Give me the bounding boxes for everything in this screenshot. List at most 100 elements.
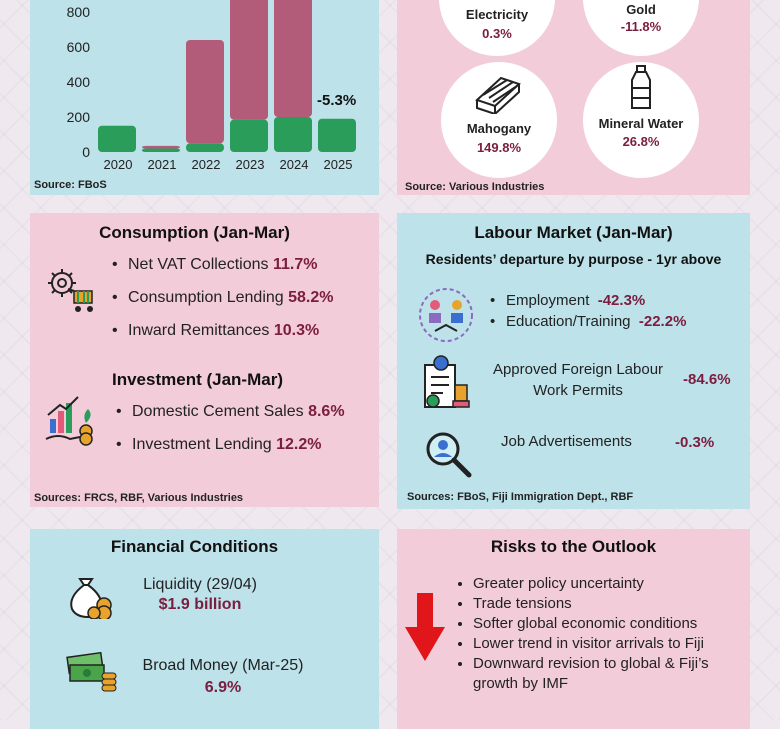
item-value: -22.2%: [638, 313, 687, 330]
work-permit-icon: [424, 355, 470, 408]
x-tick-label: 2021: [147, 157, 177, 172]
jobs-label: Job Advertisements: [501, 433, 632, 450]
risk-item: Softer global economic conditions: [473, 614, 709, 634]
x-tick-label: 2024: [279, 157, 309, 172]
financial-title: Financial Conditions: [110, 537, 279, 556]
industries-panel: Electricity 0.3% Gold -11.8% Mahogany 14…: [397, 0, 750, 195]
list-item: • Net VAT Collections 11.7%: [112, 256, 318, 273]
bar-segment-upper: [274, 0, 312, 117]
broad-money-value: 6.9%: [204, 679, 242, 696]
industry-value: 0.3%: [482, 26, 512, 41]
consumption-panel: Consumption (Jan-Mar) • Net VAT Collectio…: [30, 213, 379, 507]
water-bottle-icon: [631, 65, 651, 109]
y-tick-label: 0: [82, 144, 90, 160]
bar-segment-lower: [98, 125, 136, 152]
list-item: • Inward Remittances 10.3%: [112, 322, 320, 339]
risk-item-text: Downward revision to global & Fiji’s: [473, 655, 709, 672]
liquidity-value: $1.9 billion: [158, 596, 242, 613]
bar-chart: [98, 0, 356, 152]
y-tick-label: 200: [66, 109, 90, 125]
risk-item: Downward revision to global & Fiji’s grow…: [473, 654, 709, 694]
x-tick-label: 2025: [323, 157, 353, 172]
item-label: Domestic Cement Sales: [132, 403, 304, 420]
money-bag-icon: [70, 578, 112, 619]
industry-mineral-water: Mineral Water 26.8%: [583, 62, 699, 178]
list-item: • Education/Training -22.2%: [490, 313, 687, 330]
chart-source: Source: FBoS: [34, 179, 107, 191]
x-tick-label: 2023: [235, 157, 265, 172]
bar-segment-upper: [230, 0, 268, 120]
permits-line1: Approved Foreign Labour: [492, 361, 664, 378]
jobs-value: -0.3%: [675, 434, 715, 451]
x-tick-label: 2022: [191, 157, 221, 172]
bar-segment-upper: [186, 40, 224, 144]
y-tick-label: 400: [66, 74, 90, 90]
permits-line2: Work Permits: [533, 382, 623, 399]
financial-panel: Financial Conditions Liquidity (29/04) $…: [30, 529, 379, 729]
item-value: 10.3%: [273, 322, 320, 339]
industry-mahogany: Mahogany 149.8%: [441, 62, 557, 178]
risk-item: Lower trend in visitor arrivals to Fiji: [473, 634, 709, 654]
cash-stack-icon: [66, 651, 117, 692]
broad-money: Broad Money (Mar-25) 6.9%: [128, 657, 318, 697]
item-value: 58.2%: [288, 289, 334, 306]
item-label: Investment Lending: [132, 436, 272, 453]
bar-segment-lower: [186, 143, 224, 152]
industries-source: Source: Various Industries: [405, 181, 545, 193]
people-purpose-icon: [419, 288, 473, 342]
risk-item: Greater policy uncertainty: [473, 574, 709, 594]
investment-growth-icon: [45, 396, 93, 446]
item-label: Inward Remittances: [128, 322, 270, 339]
industry-value: -11.8%: [620, 19, 662, 34]
item-value: 8.6%: [308, 403, 345, 420]
liquidity: Liquidity (29/04) $1.9 billion: [120, 576, 280, 614]
list-item: • Domestic Cement Sales 8.6%: [116, 403, 345, 420]
liquidity-label: Liquidity (29/04): [143, 576, 257, 593]
labour-source: Sources: FBoS, Fiji Immigration Dept., R…: [407, 491, 634, 503]
industry-label: Electricity: [465, 7, 529, 22]
risks-title: Risks to the Outlook: [490, 537, 657, 556]
permits-value: -84.6%: [683, 371, 731, 388]
x-tick-label: 2020: [103, 157, 133, 172]
list-item: • Investment Lending 12.2%: [116, 436, 322, 453]
item-label: Employment: [506, 292, 590, 309]
bar-segment-upper: [142, 145, 180, 149]
item-value: -42.3%: [597, 292, 646, 309]
down-arrow-icon: [405, 593, 445, 661]
industry-gold: Gold -11.8%: [583, 0, 699, 56]
labour-panel: Labour Market (Jan-Mar) Residents’ depar…: [397, 213, 750, 509]
permits-label: Approved Foreign Labour Work Permits: [483, 359, 673, 401]
bar-segment-lower: [318, 118, 356, 152]
industry-electricity: Electricity 0.3%: [439, 0, 555, 56]
risks-list: Greater policy uncertainty Trade tension…: [453, 574, 709, 694]
investment-title: Investment (Jan-Mar): [112, 370, 283, 389]
risks-panel: Risks to the Outlook Greater policy unce…: [397, 529, 750, 729]
industry-label: Mineral Water: [598, 116, 684, 131]
bar-segment-lower: [230, 119, 268, 152]
consumption-source: Sources: FRCS, RBF, Various Industries: [34, 492, 244, 504]
bar-segment-lower: [274, 117, 312, 152]
bar-segment-lower: [142, 148, 180, 152]
item-label: Consumption Lending: [128, 289, 284, 306]
y-tick-label: 600: [66, 39, 90, 55]
item-value: 11.7%: [272, 256, 318, 273]
chart-annotation: -5.3%: [317, 92, 357, 109]
item-label: Education/Training: [506, 313, 631, 330]
industry-value: 149.8%: [476, 140, 522, 155]
risk-item: Trade tensions: [473, 594, 709, 614]
item-value: 12.2%: [276, 436, 322, 453]
labour-subtitle: Residents’ departure by purpose - 1yr ab…: [425, 251, 722, 267]
y-tick-label: 800: [66, 4, 90, 20]
risk-item-cont: growth by IMF: [473, 675, 569, 692]
chart-panel: 800 600 400 200 0 2020 2021 2022 2023 20…: [30, 0, 379, 195]
broad-money-label: Broad Money (Mar-25): [142, 657, 304, 674]
industry-label: Gold: [626, 2, 656, 17]
timber-icon: [475, 76, 521, 114]
job-search-icon: [426, 432, 472, 478]
industry-label: Mahogany: [466, 121, 532, 136]
gears-cart-icon: [48, 269, 93, 312]
list-item: • Consumption Lending 58.2%: [112, 289, 334, 306]
list-item: • Employment -42.3%: [490, 292, 646, 309]
consumption-title: Consumption (Jan-Mar): [99, 223, 290, 242]
labour-title: Labour Market (Jan-Mar): [474, 223, 673, 242]
